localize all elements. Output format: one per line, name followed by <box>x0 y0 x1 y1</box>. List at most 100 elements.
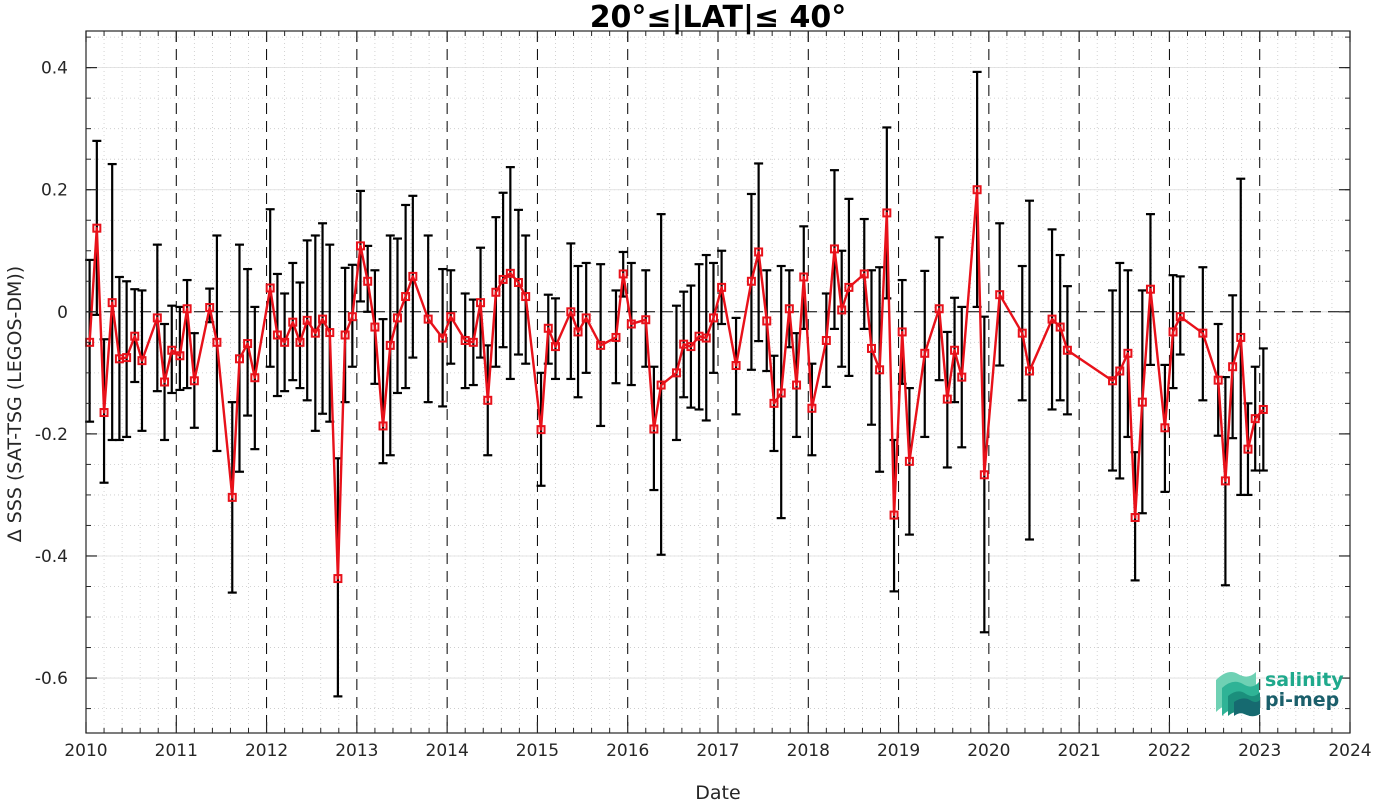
data-point-marker <box>829 244 839 254</box>
data-point-marker <box>626 319 636 329</box>
y-axis-title: Δ SSS (SAT-TSG (LEGOS-DM)) <box>4 266 26 542</box>
data-point-marker <box>859 269 869 279</box>
data-point-marker <box>844 282 854 292</box>
data-point-marker <box>656 380 666 390</box>
data-point-marker <box>799 272 809 282</box>
data-point-marker <box>1228 362 1238 372</box>
x-tick-label: 2016 <box>606 741 649 761</box>
data-point-marker <box>1108 376 1118 386</box>
data-point-marker <box>1160 423 1170 433</box>
data-point-marker <box>1137 397 1147 407</box>
data-point-marker <box>596 340 606 350</box>
data-point-marker <box>995 290 1005 300</box>
data-point-marker <box>295 337 305 347</box>
data-point-marker <box>972 185 982 195</box>
data-point-marker <box>521 292 531 302</box>
x-tick-label: 2013 <box>335 741 378 761</box>
data-point-marker <box>611 332 621 342</box>
data-point-marker <box>92 223 102 233</box>
logo-text-salinity: salinity <box>1265 669 1344 691</box>
data-point-marker <box>491 287 501 297</box>
x-tick-label: 2020 <box>967 741 1010 761</box>
data-point-marker <box>1145 284 1155 294</box>
data-point-marker <box>821 335 831 345</box>
chart-title: 20°≤|LAT|≤ 40° <box>590 0 847 35</box>
data-point-marker <box>243 339 253 349</box>
y-tick-label: 0 <box>57 303 68 323</box>
data-point-marker <box>566 307 576 317</box>
data-point-marker <box>408 271 418 281</box>
data-point-marker <box>1198 328 1208 338</box>
data-point-marker <box>889 510 899 520</box>
data-point-marker <box>717 282 727 292</box>
data-point-marker <box>731 361 741 371</box>
x-tick-label: 2022 <box>1148 741 1191 761</box>
data-point-marker <box>1243 444 1253 454</box>
data-point-marker <box>122 353 132 363</box>
series-line <box>88 188 1265 580</box>
data-point-marker <box>468 337 478 347</box>
data-point-marker <box>333 574 343 584</box>
data-point-marker <box>792 380 802 390</box>
data-point-marker <box>392 313 402 323</box>
data-point-marker <box>784 304 794 314</box>
data-point-marker <box>483 395 493 405</box>
data-point-marker <box>649 424 659 434</box>
data-point-marker <box>1123 348 1133 358</box>
data-point-marker <box>581 313 591 323</box>
x-tick-label: 2021 <box>1058 741 1101 761</box>
data-point-marker <box>318 314 328 324</box>
x-tick-label: 2014 <box>426 741 469 761</box>
data-point-marker <box>641 315 651 325</box>
data-point-marker <box>423 314 433 324</box>
data-point-marker <box>618 269 628 279</box>
data-point-marker <box>1175 312 1185 322</box>
data-point-marker <box>866 343 876 353</box>
data-point-marker <box>762 316 772 326</box>
data-point-marker <box>904 456 914 466</box>
salinity-pi-mep-logo: salinity pi-mep <box>1216 669 1344 717</box>
data-point-marker <box>272 330 282 340</box>
data-point-marker <box>160 377 170 387</box>
data-point-marker <box>1220 476 1230 486</box>
data-point-marker <box>1115 366 1125 376</box>
data-point-marker <box>325 328 335 338</box>
data-point-marker <box>340 330 350 340</box>
data-point-marker <box>310 328 320 338</box>
x-tick-label: 2015 <box>516 741 559 761</box>
data-point-marker <box>807 403 817 413</box>
x-tick-label: 2010 <box>64 741 107 761</box>
data-point-marker <box>355 241 365 251</box>
axis-ticks <box>85 31 1351 733</box>
data-point-marker <box>152 313 162 323</box>
data-point-marker <box>1168 327 1178 337</box>
data-point-marker <box>1250 414 1260 424</box>
data-point-marker <box>265 283 275 293</box>
x-tick-label: 2011 <box>155 741 198 761</box>
error-bars <box>85 70 1268 698</box>
data-point-marker <box>498 274 508 284</box>
data-point-marker <box>701 333 711 343</box>
logo-text-pi-mep: pi-mep <box>1265 689 1339 711</box>
data-point-marker <box>505 268 515 278</box>
x-tick-label: 2023 <box>1238 741 1281 761</box>
data-point-marker <box>107 298 117 308</box>
data-point-marker <box>1062 345 1072 355</box>
data-point-marker <box>1213 375 1223 385</box>
data-point-marker <box>130 331 140 341</box>
logo-wave-icon <box>1216 672 1260 717</box>
data-point-marker <box>167 345 177 355</box>
data-point-marker <box>137 356 147 366</box>
data-point-marker <box>1258 404 1268 414</box>
data-point-marker <box>708 313 718 323</box>
data-point-marker <box>942 394 952 404</box>
data-point-marker <box>212 337 222 347</box>
y-tick-label: -0.2 <box>35 425 68 445</box>
data-point-marker <box>837 305 847 315</box>
data-point-marker <box>536 425 546 435</box>
data-point-marker <box>182 304 192 314</box>
data-point-marker <box>754 247 764 257</box>
data-point-marker <box>1130 513 1140 523</box>
data-point-marker <box>1024 366 1034 376</box>
data-point-marker <box>189 376 199 386</box>
